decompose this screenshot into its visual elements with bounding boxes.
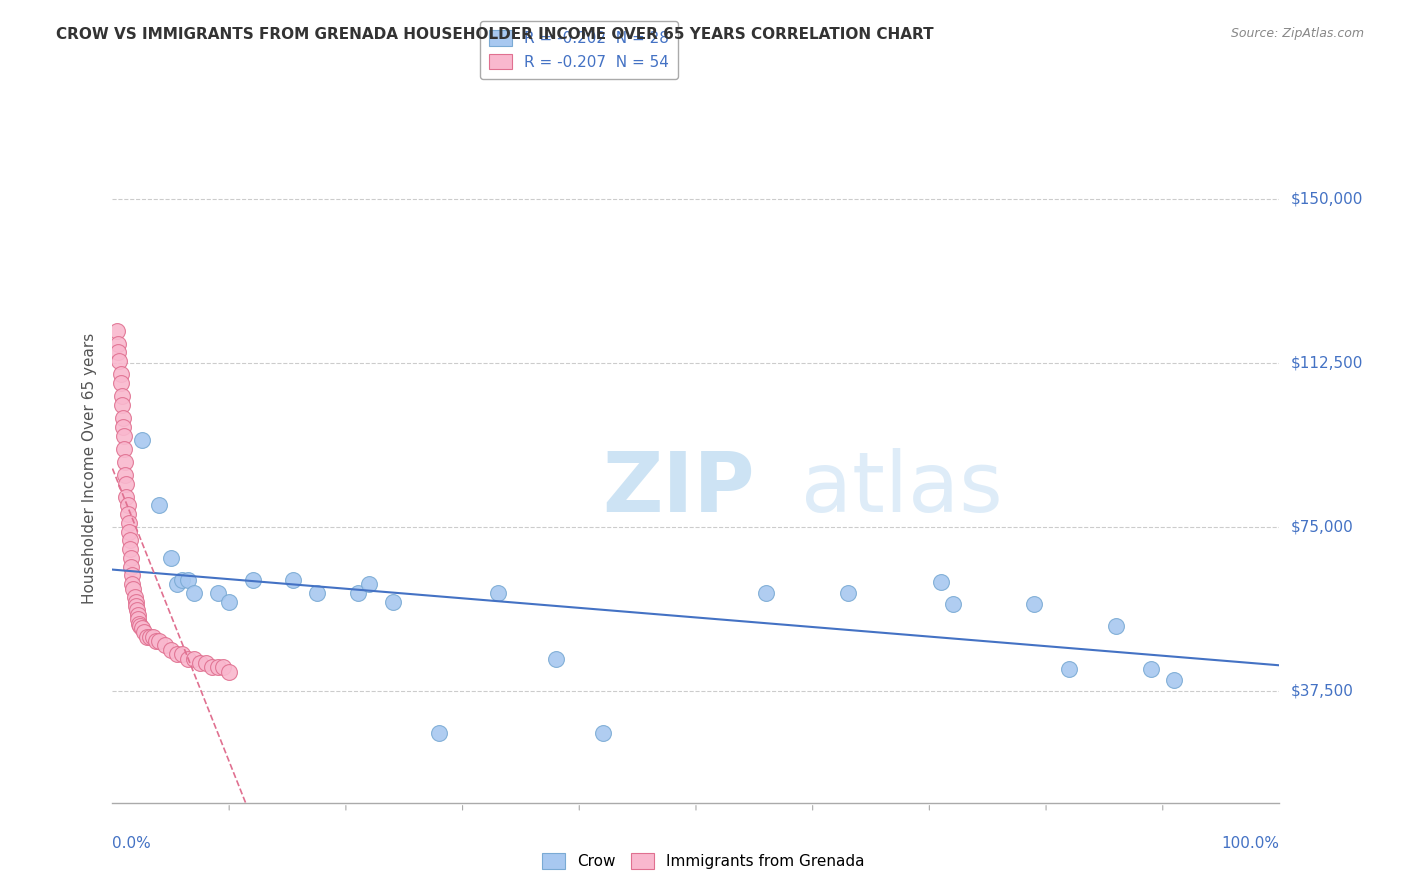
Point <box>142 630 165 644</box>
Point <box>592 726 614 740</box>
Text: atlas: atlas <box>801 448 1002 529</box>
Text: $75,000: $75,000 <box>1291 520 1354 535</box>
Point <box>124 591 146 605</box>
Point <box>486 586 509 600</box>
Point <box>242 573 264 587</box>
Point <box>218 595 240 609</box>
Point <box>183 651 205 665</box>
Point <box>120 550 142 565</box>
Point <box>177 651 200 665</box>
Text: $150,000: $150,000 <box>1291 192 1362 207</box>
Text: $112,500: $112,500 <box>1291 356 1362 371</box>
Point <box>118 533 141 548</box>
Point <box>145 634 167 648</box>
Point <box>139 630 162 644</box>
Point <box>201 660 224 674</box>
Point <box>131 433 153 447</box>
Point <box>111 411 134 425</box>
Point <box>218 665 240 679</box>
Point <box>929 574 952 589</box>
Text: Source: ZipAtlas.com: Source: ZipAtlas.com <box>1230 27 1364 40</box>
Point <box>194 656 217 670</box>
Point <box>117 507 139 521</box>
Point <box>212 660 235 674</box>
Point <box>118 516 141 530</box>
Point <box>207 660 229 674</box>
Point <box>120 559 142 574</box>
Point <box>125 599 148 613</box>
Point <box>1163 673 1185 688</box>
Point <box>207 586 229 600</box>
Point <box>359 577 381 591</box>
Point <box>166 577 188 591</box>
Point <box>125 603 148 617</box>
Point <box>188 656 211 670</box>
Point <box>115 476 138 491</box>
Point <box>942 597 965 611</box>
Point <box>381 595 404 609</box>
Point <box>1140 662 1163 676</box>
Point <box>111 398 134 412</box>
Point <box>131 621 153 635</box>
Point <box>125 595 148 609</box>
Point <box>121 568 143 582</box>
Point <box>110 368 132 382</box>
Point <box>172 573 194 587</box>
Point <box>105 324 128 338</box>
Point <box>837 586 859 600</box>
Point <box>114 455 136 469</box>
Text: 100.0%: 100.0% <box>1222 837 1279 851</box>
Point <box>132 625 155 640</box>
Point <box>346 586 368 600</box>
Point <box>107 336 129 351</box>
Point <box>110 376 132 390</box>
Point <box>107 345 129 359</box>
Point <box>115 490 138 504</box>
Point <box>1059 662 1081 676</box>
Text: ZIP: ZIP <box>603 448 755 529</box>
Point <box>108 354 131 368</box>
Point <box>127 612 149 626</box>
Point <box>1024 597 1046 611</box>
Point <box>148 499 170 513</box>
Point <box>153 639 176 653</box>
Legend: Crow, Immigrants from Grenada: Crow, Immigrants from Grenada <box>536 847 870 875</box>
Point <box>544 651 567 665</box>
Point <box>122 582 145 596</box>
Point <box>183 586 205 600</box>
Point <box>305 586 328 600</box>
Legend: R = -0.202  N = 28, R = -0.207  N = 54: R = -0.202 N = 28, R = -0.207 N = 54 <box>479 21 679 79</box>
Point <box>118 524 141 539</box>
Point <box>112 428 135 442</box>
Point <box>111 389 134 403</box>
Point <box>172 647 194 661</box>
Point <box>160 550 183 565</box>
Point <box>148 634 170 648</box>
Text: $37,500: $37,500 <box>1291 684 1354 698</box>
Text: CROW VS IMMIGRANTS FROM GRENADA HOUSEHOLDER INCOME OVER 65 YEARS CORRELATION CHA: CROW VS IMMIGRANTS FROM GRENADA HOUSEHOL… <box>56 27 934 42</box>
Y-axis label: Householder Income Over 65 years: Householder Income Over 65 years <box>82 333 97 604</box>
Point <box>118 542 141 557</box>
Text: 0.0%: 0.0% <box>112 837 152 851</box>
Point <box>427 726 450 740</box>
Point <box>283 573 305 587</box>
Point <box>136 630 159 644</box>
Point <box>166 647 188 661</box>
Point <box>127 607 149 622</box>
Point <box>114 467 136 482</box>
Point <box>117 499 139 513</box>
Point <box>111 419 134 434</box>
Point <box>755 586 778 600</box>
Point <box>160 642 183 657</box>
Point <box>1105 618 1128 632</box>
Point <box>177 573 200 587</box>
Point <box>129 618 152 632</box>
Point <box>121 577 143 591</box>
Point <box>128 616 150 631</box>
Point <box>112 442 135 456</box>
